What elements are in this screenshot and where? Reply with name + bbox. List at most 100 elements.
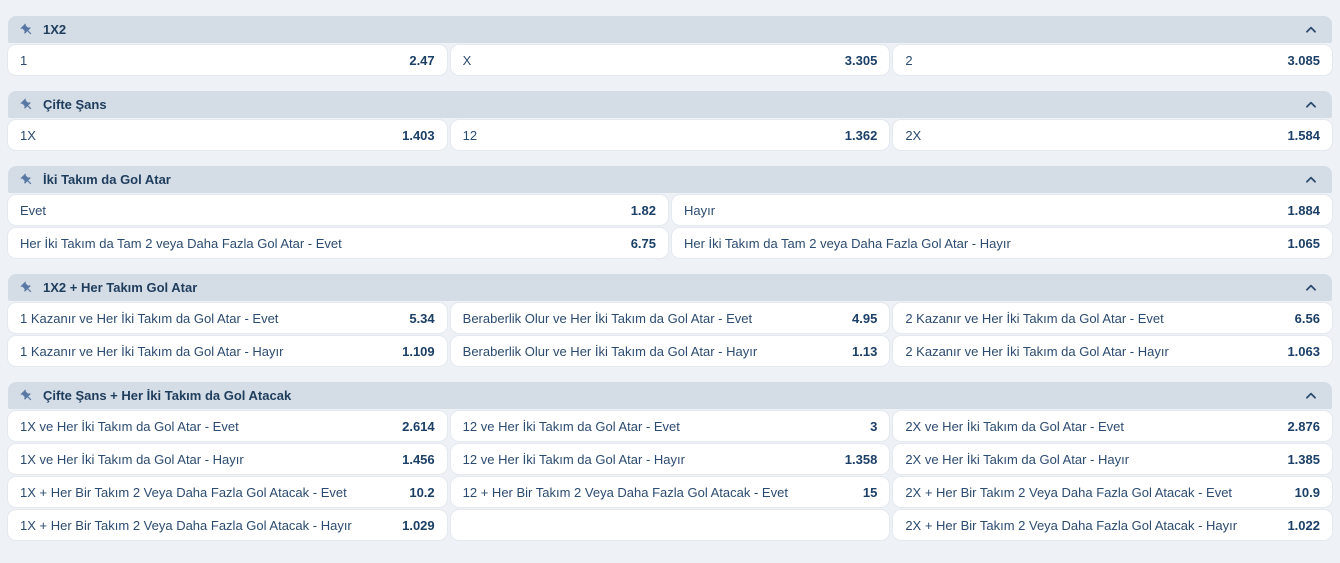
market-title: İki Takım da Gol Atar bbox=[43, 172, 171, 187]
odds-label: 2X ve Her İki Takım da Gol Atar - Hayır bbox=[905, 451, 1130, 467]
odds-cell[interactable]: Beraberlik Olur ve Her İki Takım da Gol … bbox=[450, 336, 890, 366]
odds-value: 3.305 bbox=[844, 52, 878, 68]
market-header[interactable]: 1X2 bbox=[8, 16, 1332, 43]
odds-label: 2X + Her Bir Takım 2 Veya Daha Fazla Gol… bbox=[905, 484, 1233, 500]
odds-row: 1X + Her Bir Takım 2 Veya Daha Fazla Gol… bbox=[8, 510, 1332, 540]
odds-value: 2.614 bbox=[402, 418, 435, 434]
odds-cell-empty bbox=[450, 510, 890, 540]
odds-value: 1.029 bbox=[402, 517, 435, 533]
market-title: Çifte Şans bbox=[43, 97, 107, 112]
odds-cell[interactable]: 12 ve Her İki Takım da Gol Atar - Hayır … bbox=[450, 444, 890, 474]
odds-value: 3.085 bbox=[1287, 52, 1320, 68]
odds-cell[interactable]: 1X ve Her İki Takım da Gol Atar - Evet 2… bbox=[8, 411, 447, 441]
odds-cell[interactable]: 2 3.085 bbox=[893, 45, 1332, 75]
odds-label: Evet bbox=[20, 202, 47, 218]
odds-cell[interactable]: 1X 1.403 bbox=[8, 120, 447, 150]
odds-label: 12 ve Her İki Takım da Gol Atar - Evet bbox=[462, 418, 680, 434]
odds-cell[interactable]: Evet 1.82 bbox=[8, 195, 668, 225]
odds-label: 1 Kazanır ve Her İki Takım da Gol Atar -… bbox=[20, 343, 284, 359]
odds-row: 1X + Her Bir Takım 2 Veya Daha Fazla Gol… bbox=[8, 477, 1332, 507]
pin-icon[interactable] bbox=[20, 98, 34, 112]
odds-value: 1.063 bbox=[1287, 343, 1320, 359]
pin-icon[interactable] bbox=[20, 23, 34, 37]
chevron-up-icon[interactable] bbox=[1304, 98, 1318, 112]
chevron-up-icon[interactable] bbox=[1304, 281, 1318, 295]
odds-cell[interactable]: 2X 1.584 bbox=[893, 120, 1332, 150]
odds-cell[interactable]: 2X + Her Bir Takım 2 Veya Daha Fazla Gol… bbox=[893, 510, 1332, 540]
odds-cell[interactable]: 2 Kazanır ve Her İki Takım da Gol Atar -… bbox=[893, 336, 1332, 366]
chevron-up-icon[interactable] bbox=[1304, 389, 1318, 403]
odds-row: 1 2.47 X 3.305 2 3.085 bbox=[8, 45, 1332, 75]
odds-cell[interactable]: Her İki Takım da Tam 2 veya Daha Fazla G… bbox=[672, 228, 1332, 258]
odds-cell[interactable]: 2X + Her Bir Takım 2 Veya Daha Fazla Gol… bbox=[893, 477, 1332, 507]
chevron-up-icon[interactable] bbox=[1304, 23, 1318, 37]
odds-cell[interactable]: Beraberlik Olur ve Her İki Takım da Gol … bbox=[450, 303, 890, 333]
odds-cell[interactable]: 2 Kazanır ve Her İki Takım da Gol Atar -… bbox=[893, 303, 1332, 333]
odds-value: 1.584 bbox=[1287, 127, 1320, 143]
odds-label: Her İki Takım da Tam 2 veya Daha Fazla G… bbox=[684, 235, 1011, 251]
market-header[interactable]: İki Takım da Gol Atar bbox=[8, 166, 1332, 193]
odds-value: 5.34 bbox=[409, 310, 435, 326]
market-section-iki-takim-da-gol-atar: İki Takım da Gol Atar Evet 1.82 Hayır 1.… bbox=[8, 166, 1332, 258]
odds-value: 1.065 bbox=[1287, 235, 1320, 251]
odds-label: 1X bbox=[20, 127, 36, 143]
odds-label: Her İki Takım da Tam 2 veya Daha Fazla G… bbox=[20, 235, 342, 251]
odds-label: 12 + Her Bir Takım 2 Veya Daha Fazla Gol… bbox=[462, 484, 788, 500]
odds-cell[interactable]: 1X + Her Bir Takım 2 Veya Daha Fazla Gol… bbox=[8, 510, 447, 540]
market-title: 1X2 bbox=[43, 22, 67, 37]
pin-icon[interactable] bbox=[20, 281, 34, 295]
odds-value: 1.456 bbox=[402, 451, 435, 467]
odds-cell[interactable]: 1X ve Her İki Takım da Gol Atar - Hayır … bbox=[8, 444, 447, 474]
odds-value: 1.403 bbox=[402, 127, 435, 143]
odds-value: 1.362 bbox=[844, 127, 878, 143]
odds-cell[interactable]: Hayır 1.884 bbox=[672, 195, 1332, 225]
pin-icon[interactable] bbox=[20, 389, 34, 403]
market-section-1x2-her-takim-gol-atar: 1X2 + Her Takım Gol Atar 1 Kazanır ve He… bbox=[8, 274, 1332, 366]
odds-value: 10.2 bbox=[409, 484, 435, 500]
market-header[interactable]: Çifte Şans + Her İki Takım da Gol Atacak bbox=[8, 382, 1332, 409]
odds-row: 1 Kazanır ve Her İki Takım da Gol Atar -… bbox=[8, 336, 1332, 366]
odds-cell[interactable]: 1 Kazanır ve Her İki Takım da Gol Atar -… bbox=[8, 336, 447, 366]
odds-cell[interactable]: 1X + Her Bir Takım 2 Veya Daha Fazla Gol… bbox=[8, 477, 447, 507]
odds-value: 2.47 bbox=[409, 52, 435, 68]
odds-label: Beraberlik Olur ve Her İki Takım da Gol … bbox=[462, 310, 753, 326]
odds-cell[interactable]: 2X ve Her İki Takım da Gol Atar - Hayır … bbox=[893, 444, 1332, 474]
odds-label: 2 Kazanır ve Her İki Takım da Gol Atar -… bbox=[905, 310, 1164, 326]
odds-label: 12 bbox=[462, 127, 478, 143]
odds-label: 1X ve Her İki Takım da Gol Atar - Hayır bbox=[20, 451, 244, 467]
odds-row: 1 Kazanır ve Her İki Takım da Gol Atar -… bbox=[8, 303, 1332, 333]
odds-cell[interactable]: 12 1.362 bbox=[450, 120, 890, 150]
odds-row: 1X 1.403 12 1.362 2X 1.584 bbox=[8, 120, 1332, 150]
odds-label: 2X bbox=[905, 127, 922, 143]
odds-value: 3 bbox=[870, 418, 878, 434]
market-header[interactable]: 1X2 + Her Takım Gol Atar bbox=[8, 274, 1332, 301]
pin-icon[interactable] bbox=[20, 173, 34, 187]
market-section-cifte-sans: Çifte Şans 1X 1.403 12 1.362 2X 1.584 bbox=[8, 91, 1332, 150]
odds-cell[interactable]: X 3.305 bbox=[450, 45, 890, 75]
odds-value: 1.022 bbox=[1287, 517, 1320, 533]
odds-value: 15 bbox=[862, 484, 878, 500]
odds-value: 1.82 bbox=[630, 202, 656, 218]
odds-label: 1X ve Her İki Takım da Gol Atar - Evet bbox=[20, 418, 239, 434]
odds-label: 1 bbox=[20, 52, 28, 68]
odds-cell[interactable]: 12 + Her Bir Takım 2 Veya Daha Fazla Gol… bbox=[450, 477, 890, 507]
odds-label: 2 Kazanır ve Her İki Takım da Gol Atar -… bbox=[905, 343, 1169, 359]
market-title: Çifte Şans + Her İki Takım da Gol Atacak bbox=[43, 388, 292, 403]
odds-cell[interactable]: 2X ve Her İki Takım da Gol Atar - Evet 2… bbox=[893, 411, 1332, 441]
market-header[interactable]: Çifte Şans bbox=[8, 91, 1332, 118]
odds-value: 1.884 bbox=[1287, 202, 1320, 218]
odds-value: 1.385 bbox=[1287, 451, 1320, 467]
odds-label: Beraberlik Olur ve Her İki Takım da Gol … bbox=[462, 343, 758, 359]
odds-cell[interactable]: Her İki Takım da Tam 2 veya Daha Fazla G… bbox=[8, 228, 668, 258]
odds-cell[interactable]: 1 Kazanır ve Her İki Takım da Gol Atar -… bbox=[8, 303, 447, 333]
odds-label: 1X + Her Bir Takım 2 Veya Daha Fazla Gol… bbox=[20, 484, 347, 500]
odds-cell[interactable]: 12 ve Her İki Takım da Gol Atar - Evet 3 bbox=[450, 411, 890, 441]
chevron-up-icon[interactable] bbox=[1304, 173, 1318, 187]
odds-value: 1.13 bbox=[852, 343, 878, 359]
odds-row: Her İki Takım da Tam 2 veya Daha Fazla G… bbox=[8, 228, 1332, 258]
odds-label: 2X ve Her İki Takım da Gol Atar - Evet bbox=[905, 418, 1125, 434]
odds-value: 1.358 bbox=[844, 451, 878, 467]
market-section-cifte-sans-btts: Çifte Şans + Her İki Takım da Gol Atacak… bbox=[8, 382, 1332, 540]
odds-cell[interactable]: 1 2.47 bbox=[8, 45, 447, 75]
odds-label: 1X + Her Bir Takım 2 Veya Daha Fazla Gol… bbox=[20, 517, 352, 533]
